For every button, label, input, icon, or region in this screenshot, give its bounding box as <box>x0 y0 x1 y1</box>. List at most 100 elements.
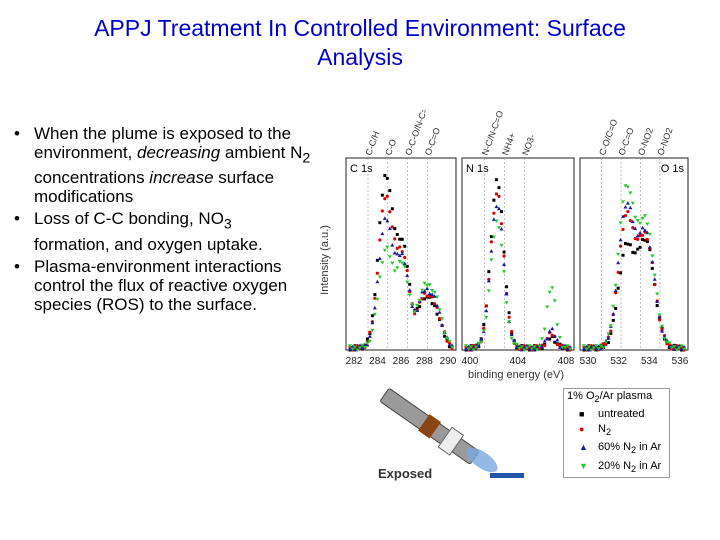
data-point <box>380 261 385 265</box>
data-point <box>633 215 638 220</box>
data-point <box>550 326 555 331</box>
data-point <box>641 238 645 242</box>
data-point <box>547 290 552 295</box>
data-point <box>522 348 527 352</box>
data-point <box>645 222 650 226</box>
data-point <box>450 345 454 350</box>
data-point <box>638 221 643 226</box>
data-point <box>360 346 365 350</box>
data-point <box>491 235 496 240</box>
data-point <box>435 312 439 316</box>
data-point <box>420 297 424 301</box>
data-point <box>618 221 623 225</box>
data-point <box>586 347 591 352</box>
data-point <box>432 290 437 295</box>
data-point <box>623 184 628 188</box>
data-point <box>479 340 484 345</box>
exposed-label: Exposed <box>378 466 432 481</box>
data-point <box>442 330 447 335</box>
data-point <box>428 294 432 298</box>
data-point <box>545 305 550 309</box>
data-point <box>502 262 507 266</box>
peak-label: NH4+ <box>500 131 517 156</box>
data-point <box>487 270 491 274</box>
data-point <box>628 243 632 247</box>
panel-label: O 1s <box>661 163 685 175</box>
legend-item: ▼ 20% N2 in Ar <box>579 459 662 474</box>
chart-legend: 1% O2/Ar plasma ■ untreated ● N2 ▲ 60% N2 i… <box>563 388 670 478</box>
data-point <box>650 259 655 264</box>
data-point <box>621 200 626 204</box>
tick-label: 286 <box>393 356 410 367</box>
data-point <box>677 346 682 350</box>
data-point <box>653 282 657 287</box>
data-point <box>509 332 514 337</box>
data-point <box>437 310 442 314</box>
data-point <box>647 232 652 237</box>
data-point <box>537 346 542 351</box>
data-point <box>500 210 504 214</box>
data-point <box>395 251 400 256</box>
data-point <box>425 283 430 288</box>
data-point <box>385 176 389 180</box>
data-point <box>469 347 474 352</box>
data-point <box>497 194 501 198</box>
data-point <box>584 347 589 351</box>
data-point <box>395 246 399 250</box>
data-point <box>557 336 562 340</box>
data-point <box>393 237 397 241</box>
data-point <box>403 244 407 248</box>
data-point <box>553 340 557 344</box>
data-point <box>672 347 677 352</box>
data-point <box>616 286 620 290</box>
data-point <box>362 342 367 347</box>
data-point <box>415 304 420 308</box>
data-point <box>645 237 650 242</box>
data-point <box>655 304 659 308</box>
data-point <box>555 337 560 342</box>
data-point <box>422 289 427 293</box>
data-point <box>390 225 394 229</box>
data-point <box>430 289 435 293</box>
data-point <box>547 329 552 333</box>
data-point <box>552 334 557 338</box>
data-point <box>527 344 532 348</box>
peak-label: C-O <box>383 138 398 157</box>
data-point <box>658 318 662 322</box>
data-point <box>405 264 409 268</box>
data-point <box>430 292 435 296</box>
data-point <box>383 197 387 201</box>
data-point <box>540 347 544 351</box>
data-point <box>643 238 647 242</box>
data-point <box>385 245 390 250</box>
data-point <box>474 345 479 350</box>
data-point <box>481 329 486 333</box>
data-point <box>621 227 625 232</box>
data-point <box>621 253 625 257</box>
data-point <box>375 258 379 262</box>
data-point <box>636 247 640 251</box>
data-point <box>348 344 352 348</box>
data-point <box>355 345 360 350</box>
data-point <box>519 347 524 352</box>
data-point <box>378 221 382 225</box>
data-point <box>613 288 618 292</box>
data-point <box>400 251 405 256</box>
data-point <box>608 324 613 328</box>
title-line-1: APPJ Treatment In Controlled Environment… <box>94 15 626 41</box>
data-point <box>562 345 567 350</box>
data-point <box>502 254 506 258</box>
data-point <box>405 280 410 285</box>
data-point <box>565 346 570 351</box>
tick-label: 534 <box>641 356 658 367</box>
data-point <box>542 339 547 343</box>
legend-item: ■ untreated <box>579 408 645 421</box>
data-point <box>638 245 642 249</box>
data-point <box>433 304 437 308</box>
data-point <box>494 178 498 182</box>
data-point <box>623 214 628 218</box>
data-point <box>630 201 635 206</box>
data-point <box>365 341 370 345</box>
xps-spectra-chart: C 1s N 1s O 1s C-C/H C-O O-C-O/N-C=OO-C=O N-C… <box>319 110 689 381</box>
data-point <box>635 218 640 223</box>
